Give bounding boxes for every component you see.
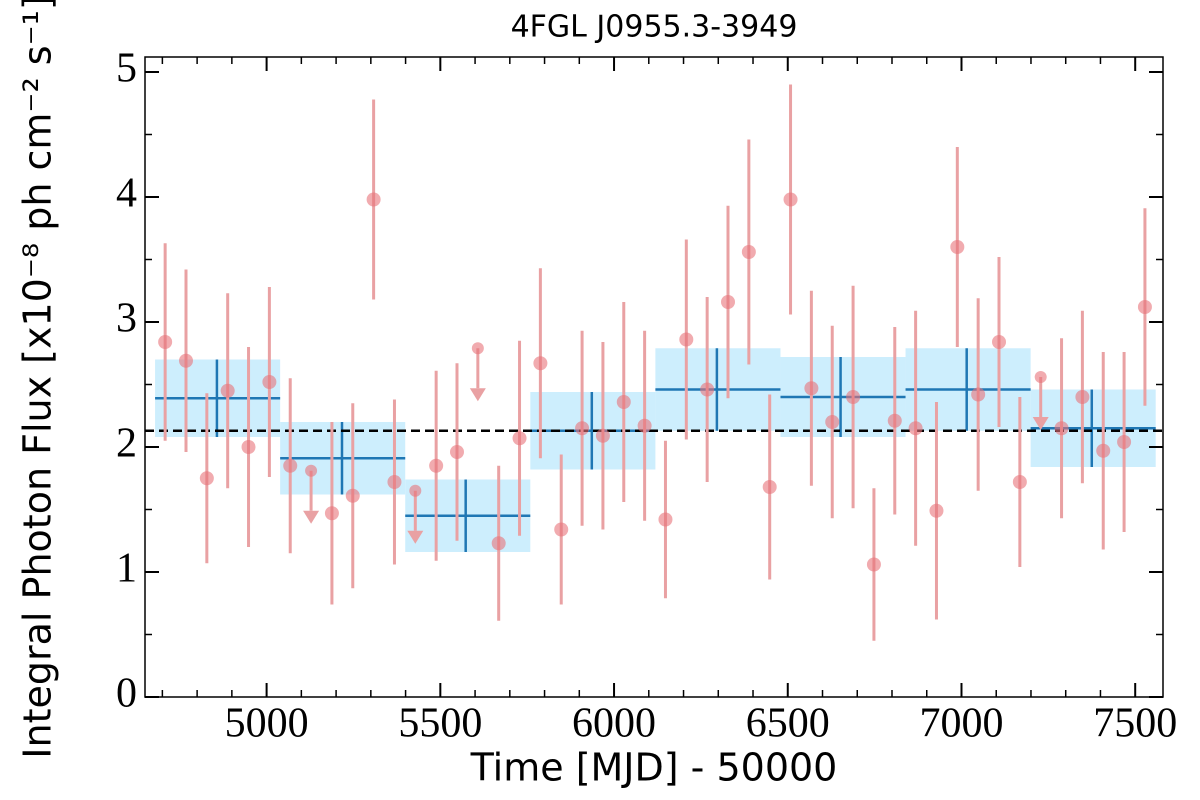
x-tick-label: 7500: [1093, 701, 1177, 747]
x-tick-label: 7000: [919, 701, 1003, 747]
upper-limit-head: [407, 530, 424, 544]
flux-point: [262, 375, 277, 389]
flux-point: [1012, 475, 1027, 489]
flux-point: [283, 458, 298, 473]
flux-point: [825, 415, 840, 429]
y-tick-label: 4: [116, 171, 137, 217]
upper-limit-head: [303, 510, 320, 524]
flux-point: [971, 387, 986, 402]
flux-point: [992, 335, 1007, 349]
flux-point: [533, 356, 548, 371]
chart-title: 4FGL J0955.3-3949: [511, 10, 798, 45]
flux-point: [616, 395, 631, 409]
upper-limit-head: [469, 388, 486, 402]
flux-point: [345, 488, 360, 503]
flux-point: [637, 418, 652, 433]
flux-point: [178, 353, 193, 368]
flux-point: [741, 245, 756, 259]
flux-point: [220, 383, 235, 398]
y-tick-label: 3: [116, 296, 137, 342]
flux-point: [908, 421, 923, 436]
upper-limit-point: [471, 342, 484, 355]
flux-point: [950, 240, 965, 254]
flux-point: [366, 192, 381, 207]
x-axis-label: Time [MJD] - 50000: [470, 746, 838, 790]
upper-limit-head: [1032, 417, 1049, 430]
flux-point: [1096, 443, 1111, 458]
flux-point: [866, 557, 881, 572]
flux-point: [846, 390, 861, 404]
y-axis-label: Integral Photon Flux [x10⁻⁸ ph cm⁻² s⁻¹]: [16, 0, 60, 759]
x-tick-label: 5500: [398, 701, 482, 747]
flux-point: [554, 522, 569, 537]
x-tick-label: 6000: [572, 701, 656, 747]
flux-point: [929, 503, 944, 518]
flux-point: [387, 475, 402, 489]
flux-point: [324, 506, 339, 521]
flux-point: [700, 382, 715, 397]
flux-point: [491, 536, 506, 551]
flux-point: [887, 413, 902, 428]
flux-point: [575, 421, 590, 436]
flux-point: [241, 440, 256, 454]
flux-point: [512, 431, 527, 446]
flux-point: [658, 512, 673, 527]
flux-point: [679, 332, 694, 347]
plot-frame: [144, 56, 1164, 698]
x-tick-label: 6500: [746, 701, 830, 747]
flux-point: [1054, 421, 1069, 436]
flux-point: [762, 480, 777, 494]
y-tick-label: 5: [116, 46, 137, 92]
flux-point: [804, 381, 819, 396]
flux-point: [429, 458, 444, 473]
flux-point: [158, 335, 173, 349]
flux-point: [1137, 300, 1152, 314]
y-tick-label: 0: [116, 671, 137, 717]
x-tick-label: 5000: [225, 701, 309, 747]
upper-limit-point: [409, 484, 422, 497]
flux-point: [595, 428, 610, 443]
flux-point: [199, 471, 214, 486]
flux-point: [450, 445, 465, 459]
upper-limit-point: [1034, 371, 1047, 383]
upper-limit-point: [305, 464, 318, 477]
y-tick-label: 2: [116, 421, 137, 467]
flux-point: [1075, 390, 1090, 404]
flux-point: [1117, 435, 1132, 449]
flux-point: [721, 295, 736, 309]
flux-point: [783, 192, 798, 207]
y-tick-label: 1: [116, 546, 137, 592]
